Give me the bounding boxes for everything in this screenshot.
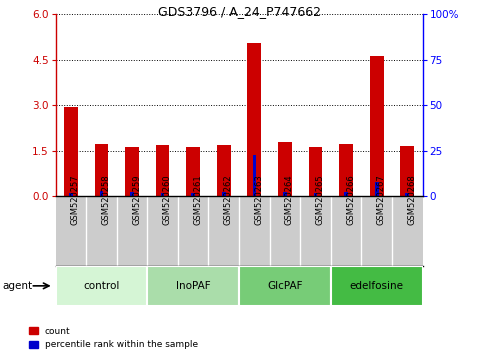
Bar: [186, 147, 200, 196]
Bar: [309, 147, 323, 196]
Text: GDS3796 / A_24_P747662: GDS3796 / A_24_P747662: [157, 5, 321, 18]
Bar: [147, 266, 239, 306]
Text: control: control: [83, 281, 120, 291]
Text: GlcPAF: GlcPAF: [267, 281, 303, 291]
Text: GSM520268: GSM520268: [407, 175, 416, 225]
Text: InoPAF: InoPAF: [176, 281, 211, 291]
Bar: [247, 43, 261, 196]
Text: GSM520265: GSM520265: [315, 175, 325, 225]
Bar: [331, 266, 423, 306]
Bar: [375, 182, 379, 196]
Bar: [156, 145, 170, 196]
Bar: [406, 193, 409, 196]
Bar: [69, 193, 72, 196]
Text: GSM520260: GSM520260: [163, 175, 171, 225]
Bar: [344, 192, 348, 196]
Bar: [161, 193, 164, 196]
Bar: [125, 147, 139, 196]
Text: GSM520264: GSM520264: [285, 175, 294, 225]
Text: GSM520259: GSM520259: [132, 175, 141, 225]
Bar: [99, 191, 103, 196]
Text: agent: agent: [2, 281, 32, 291]
Bar: [314, 193, 317, 196]
Text: GSM520263: GSM520263: [255, 175, 263, 225]
Text: GSM520261: GSM520261: [193, 175, 202, 225]
Bar: [130, 192, 134, 196]
Bar: [222, 192, 226, 196]
Bar: [239, 266, 331, 306]
Text: edelfosine: edelfosine: [350, 281, 404, 291]
Text: GSM520267: GSM520267: [377, 175, 386, 225]
Bar: [95, 144, 108, 196]
Legend: count, percentile rank within the sample: count, percentile rank within the sample: [28, 327, 198, 349]
Bar: [253, 155, 256, 196]
Bar: [191, 193, 195, 196]
Text: GSM520257: GSM520257: [71, 175, 80, 225]
Bar: [370, 56, 384, 196]
Bar: [56, 266, 147, 306]
Text: GSM520266: GSM520266: [346, 175, 355, 225]
Bar: [64, 108, 78, 196]
Text: GSM520258: GSM520258: [101, 175, 111, 225]
Bar: [278, 142, 292, 196]
Bar: [283, 192, 287, 196]
Text: GSM520262: GSM520262: [224, 175, 233, 225]
Bar: [339, 144, 353, 196]
Bar: [400, 146, 414, 196]
Bar: [217, 144, 231, 196]
